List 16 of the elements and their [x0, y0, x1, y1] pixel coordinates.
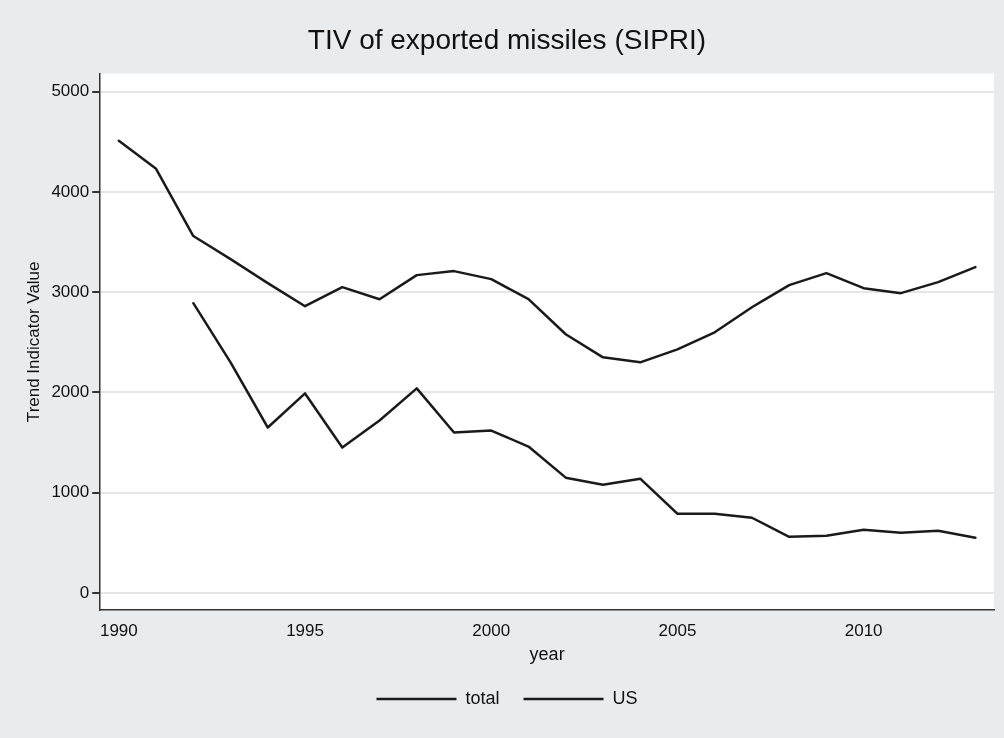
- legend-label: US: [612, 687, 638, 708]
- y-tick-label: 4000: [51, 181, 90, 201]
- x-tick-label: 2005: [658, 620, 697, 640]
- x-tick-label: 2000: [472, 620, 511, 640]
- x-tick-label: 1995: [286, 620, 324, 640]
- y-tick-label: 0: [79, 582, 90, 602]
- x-tick-label: 1990: [99, 620, 138, 640]
- x-tick-label: 2010: [844, 620, 883, 640]
- chart-title: TIV of exported missiles (SIPRI): [307, 23, 707, 55]
- legend-label: total: [465, 687, 500, 708]
- x-axis-title: year: [529, 644, 565, 665]
- y-tick-label: 2000: [51, 382, 90, 402]
- y-tick-label: 1000: [51, 482, 90, 502]
- y-tick-label: 3000: [51, 281, 90, 301]
- y-tick-label: 5000: [51, 81, 90, 101]
- y-axis-title: Trend Indicator Value: [23, 261, 43, 423]
